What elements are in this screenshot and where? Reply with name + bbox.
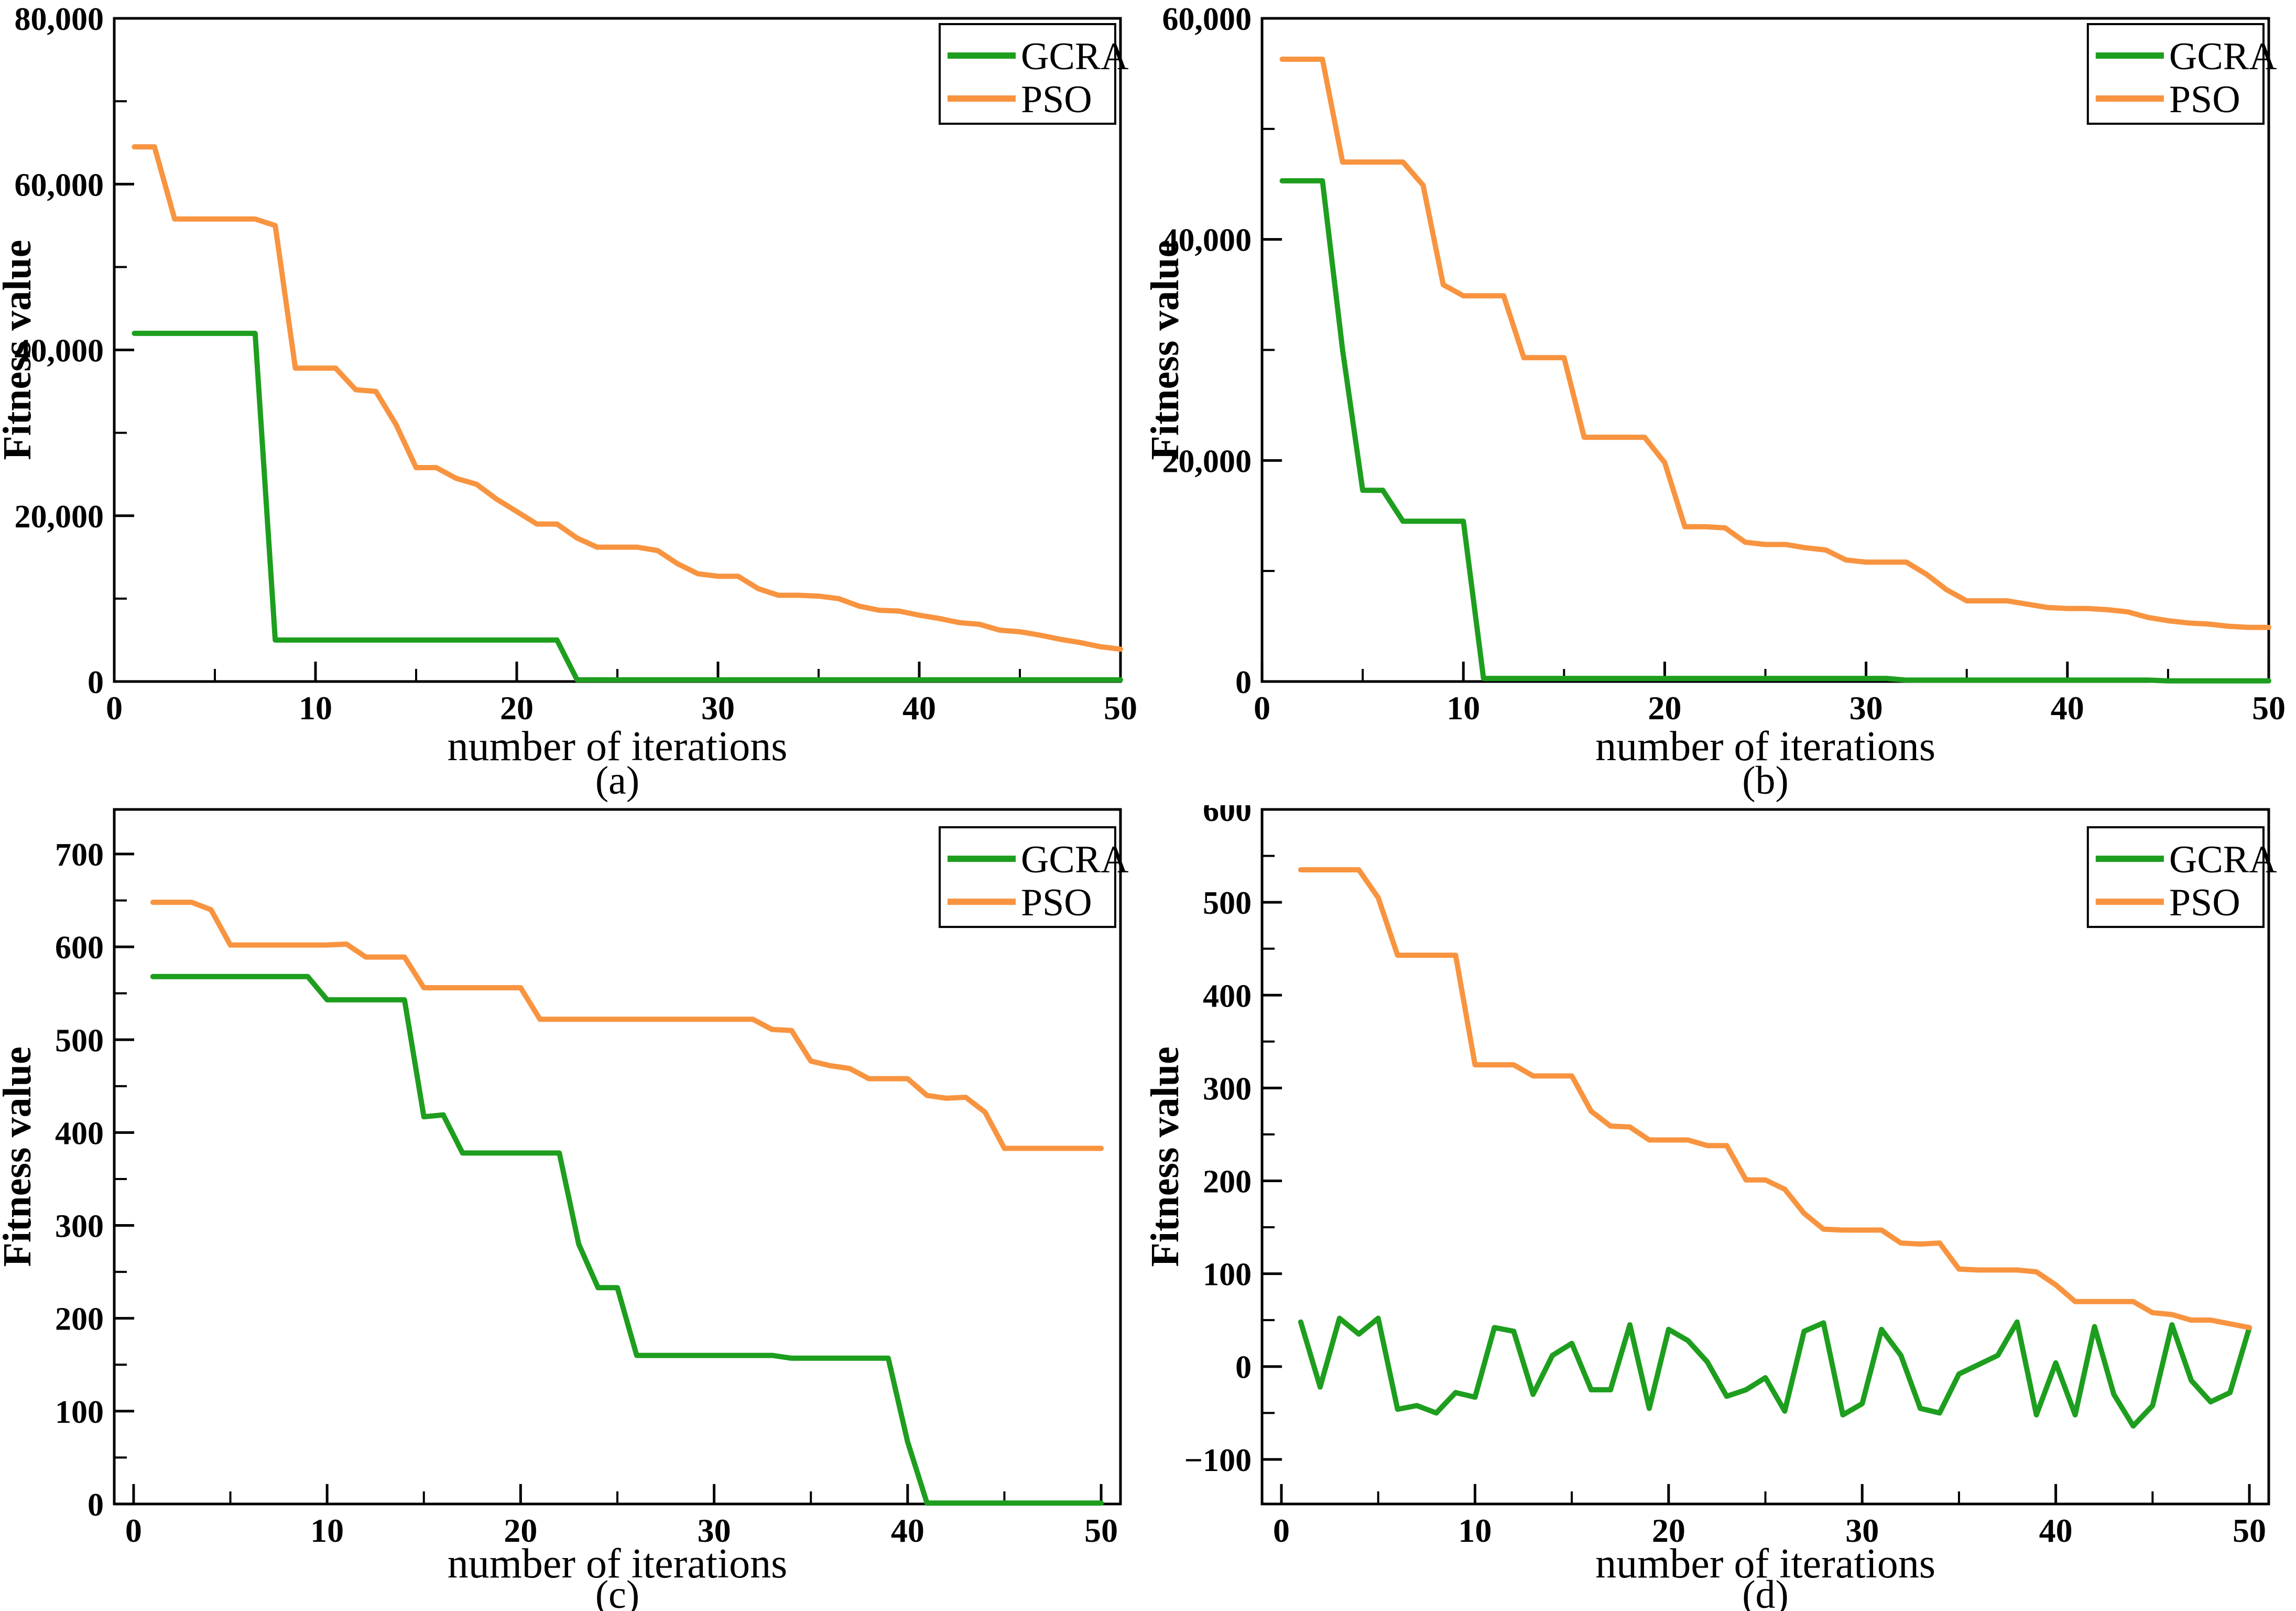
y-axis-tick-label: 0 [88,1487,104,1523]
panel-letter: (a) [595,759,639,803]
pso-line [1279,57,2271,630]
x-axis-tick-label: 0 [1254,689,1270,727]
chart-panel-c: 0 10 20 30 40 50 0 100 200 300 400 500 600 700 GCRA PSO… [0,805,1148,1611]
y-axis-tick-label: 80,000 [15,2,104,37]
pso-line [1298,867,2253,1331]
x-axis-tick-label: 10 [299,689,332,727]
x-axis-title: number of iterations [1595,1541,1935,1587]
x-axis-tick-label: 40 [902,689,936,727]
y-axis-tick-label: 40,000 [1162,223,1252,258]
panel-letter: (c) [595,1573,639,1611]
x-axis-tick-label: 10 [1446,689,1480,727]
y-axis-tick-label: 200 [55,1302,104,1337]
y-axis-tick-label: 100 [55,1394,104,1430]
y-axis-tick-label: 600 [1203,805,1252,828]
x-axis-title: number of iterations [448,1541,788,1587]
legend-box [939,826,1116,928]
pso-line [150,900,1104,1151]
legend-pso-label: PSO [2169,881,2240,924]
x-axis-tick-label: 30 [1849,689,1883,727]
y-axis-tick-label: 0 [1235,665,1252,700]
legend-pso-label: PSO [1021,78,1092,121]
y-axis-tick-label: 700 [55,837,104,873]
gcra-line [150,974,1104,1506]
x-axis-title: number of iterations [448,723,788,770]
chart-panel-b: 0 10 20 30 40 50 0 20,000 40,000 60,000 GCRA PSO Fit… [1148,0,2296,805]
x-axis-tick-label: 30 [701,689,735,727]
y-axis-tick-label: 200 [1203,1164,1252,1199]
legend-gcra-label: GCRA [1021,35,1129,78]
panel-letter: (d) [1742,1573,1789,1611]
y-axis-title: Fitness value [0,1046,39,1267]
y-axis-tick-label: 100 [1203,1257,1252,1293]
y-axis-tick-label: 300 [55,1209,104,1245]
gcra-line [1298,1315,2253,1429]
y-axis-tick-label: 60,000 [15,167,104,203]
y-axis-title: Fitness value [1148,1046,1187,1267]
gcra-line [1279,178,2271,684]
x-axis-tick-label: 30 [1845,1512,1879,1549]
y-axis-tick-label: 500 [55,1023,104,1058]
y-axis-tick-label: 60,000 [1162,2,1252,37]
x-axis-tick-label: 10 [310,1512,344,1549]
legend-gcra-label: GCRA [2169,35,2277,78]
chart-a-canvas: 0 10 20 30 40 50 0 20,000 40,000 60,000 80,000 GCRA… [0,2,1137,803]
y-axis-tick-label: 400 [1203,978,1252,1014]
y-axis-tick-label: 300 [1203,1071,1252,1107]
y-axis-tick-label: 20,000 [15,499,104,535]
x-axis-tick-label: 0 [125,1512,142,1549]
y-axis-tick-label: 400 [55,1116,104,1151]
y-axis-title: Fitness value [0,240,39,460]
x-axis-tick-label: 50 [2233,1512,2266,1549]
x-axis-tick-label: 40 [891,1512,924,1549]
chart-d-canvas: 0 10 20 30 40 50 −100 0 100 200 300 400 500 600 GCRAPS… [1148,805,2277,1611]
panel-letter: (b) [1742,759,1789,803]
gcra-line [132,330,1123,683]
x-axis-title: number of iterations [1595,723,1935,770]
legend-box [2086,23,2265,125]
chart-panel-a: 0 10 20 30 40 50 0 20,000 40,000 60,000 80,000 GCRA… [0,0,1148,805]
y-axis-tick-label: 20,000 [1162,444,1252,479]
x-axis-tick-label: 50 [2252,689,2286,727]
legend-pso-label: PSO [2169,78,2240,121]
y-axis-tick-label: 0 [1235,1350,1252,1386]
y-axis-tick-label: 40,000 [15,333,104,369]
x-axis-tick-label: 0 [106,689,123,727]
x-axis-tick-label: 20 [500,689,534,727]
y-axis-tick-label: 500 [1203,885,1252,921]
x-axis-tick-label: 50 [1084,1512,1118,1549]
x-axis-tick-label: 10 [1458,1512,1492,1549]
y-axis-title: Fitness value [1148,240,1187,460]
legend-box [939,23,1116,125]
x-axis-tick-label: 20 [1648,689,1681,727]
x-axis-tick-label: 50 [1104,689,1137,727]
y-axis-tick-label: 0 [88,665,104,700]
legend-pso-label: PSO [1021,881,1092,924]
legend-box [2086,826,2265,928]
x-axis-tick-label: 40 [2051,689,2084,727]
pso-line [132,144,1123,652]
x-axis-tick-label: 20 [504,1512,537,1549]
legend-gcra-label: GCRA [1021,838,1129,881]
y-axis-tick-label: −100 [1184,1443,1252,1478]
chart-panel-d: 0 10 20 30 40 50 −100 0 100 200 300 400 500 600 GCRA PS… [1148,805,2296,1611]
x-axis-tick-label: 40 [2039,1512,2073,1549]
y-axis-tick-label: 600 [55,930,104,966]
x-axis-tick-label: 20 [1652,1512,1685,1549]
legend-gcra-label: GCRA [2169,838,2277,881]
x-axis-tick-label: 30 [698,1512,731,1549]
x-axis-tick-label: 0 [1273,1512,1290,1549]
